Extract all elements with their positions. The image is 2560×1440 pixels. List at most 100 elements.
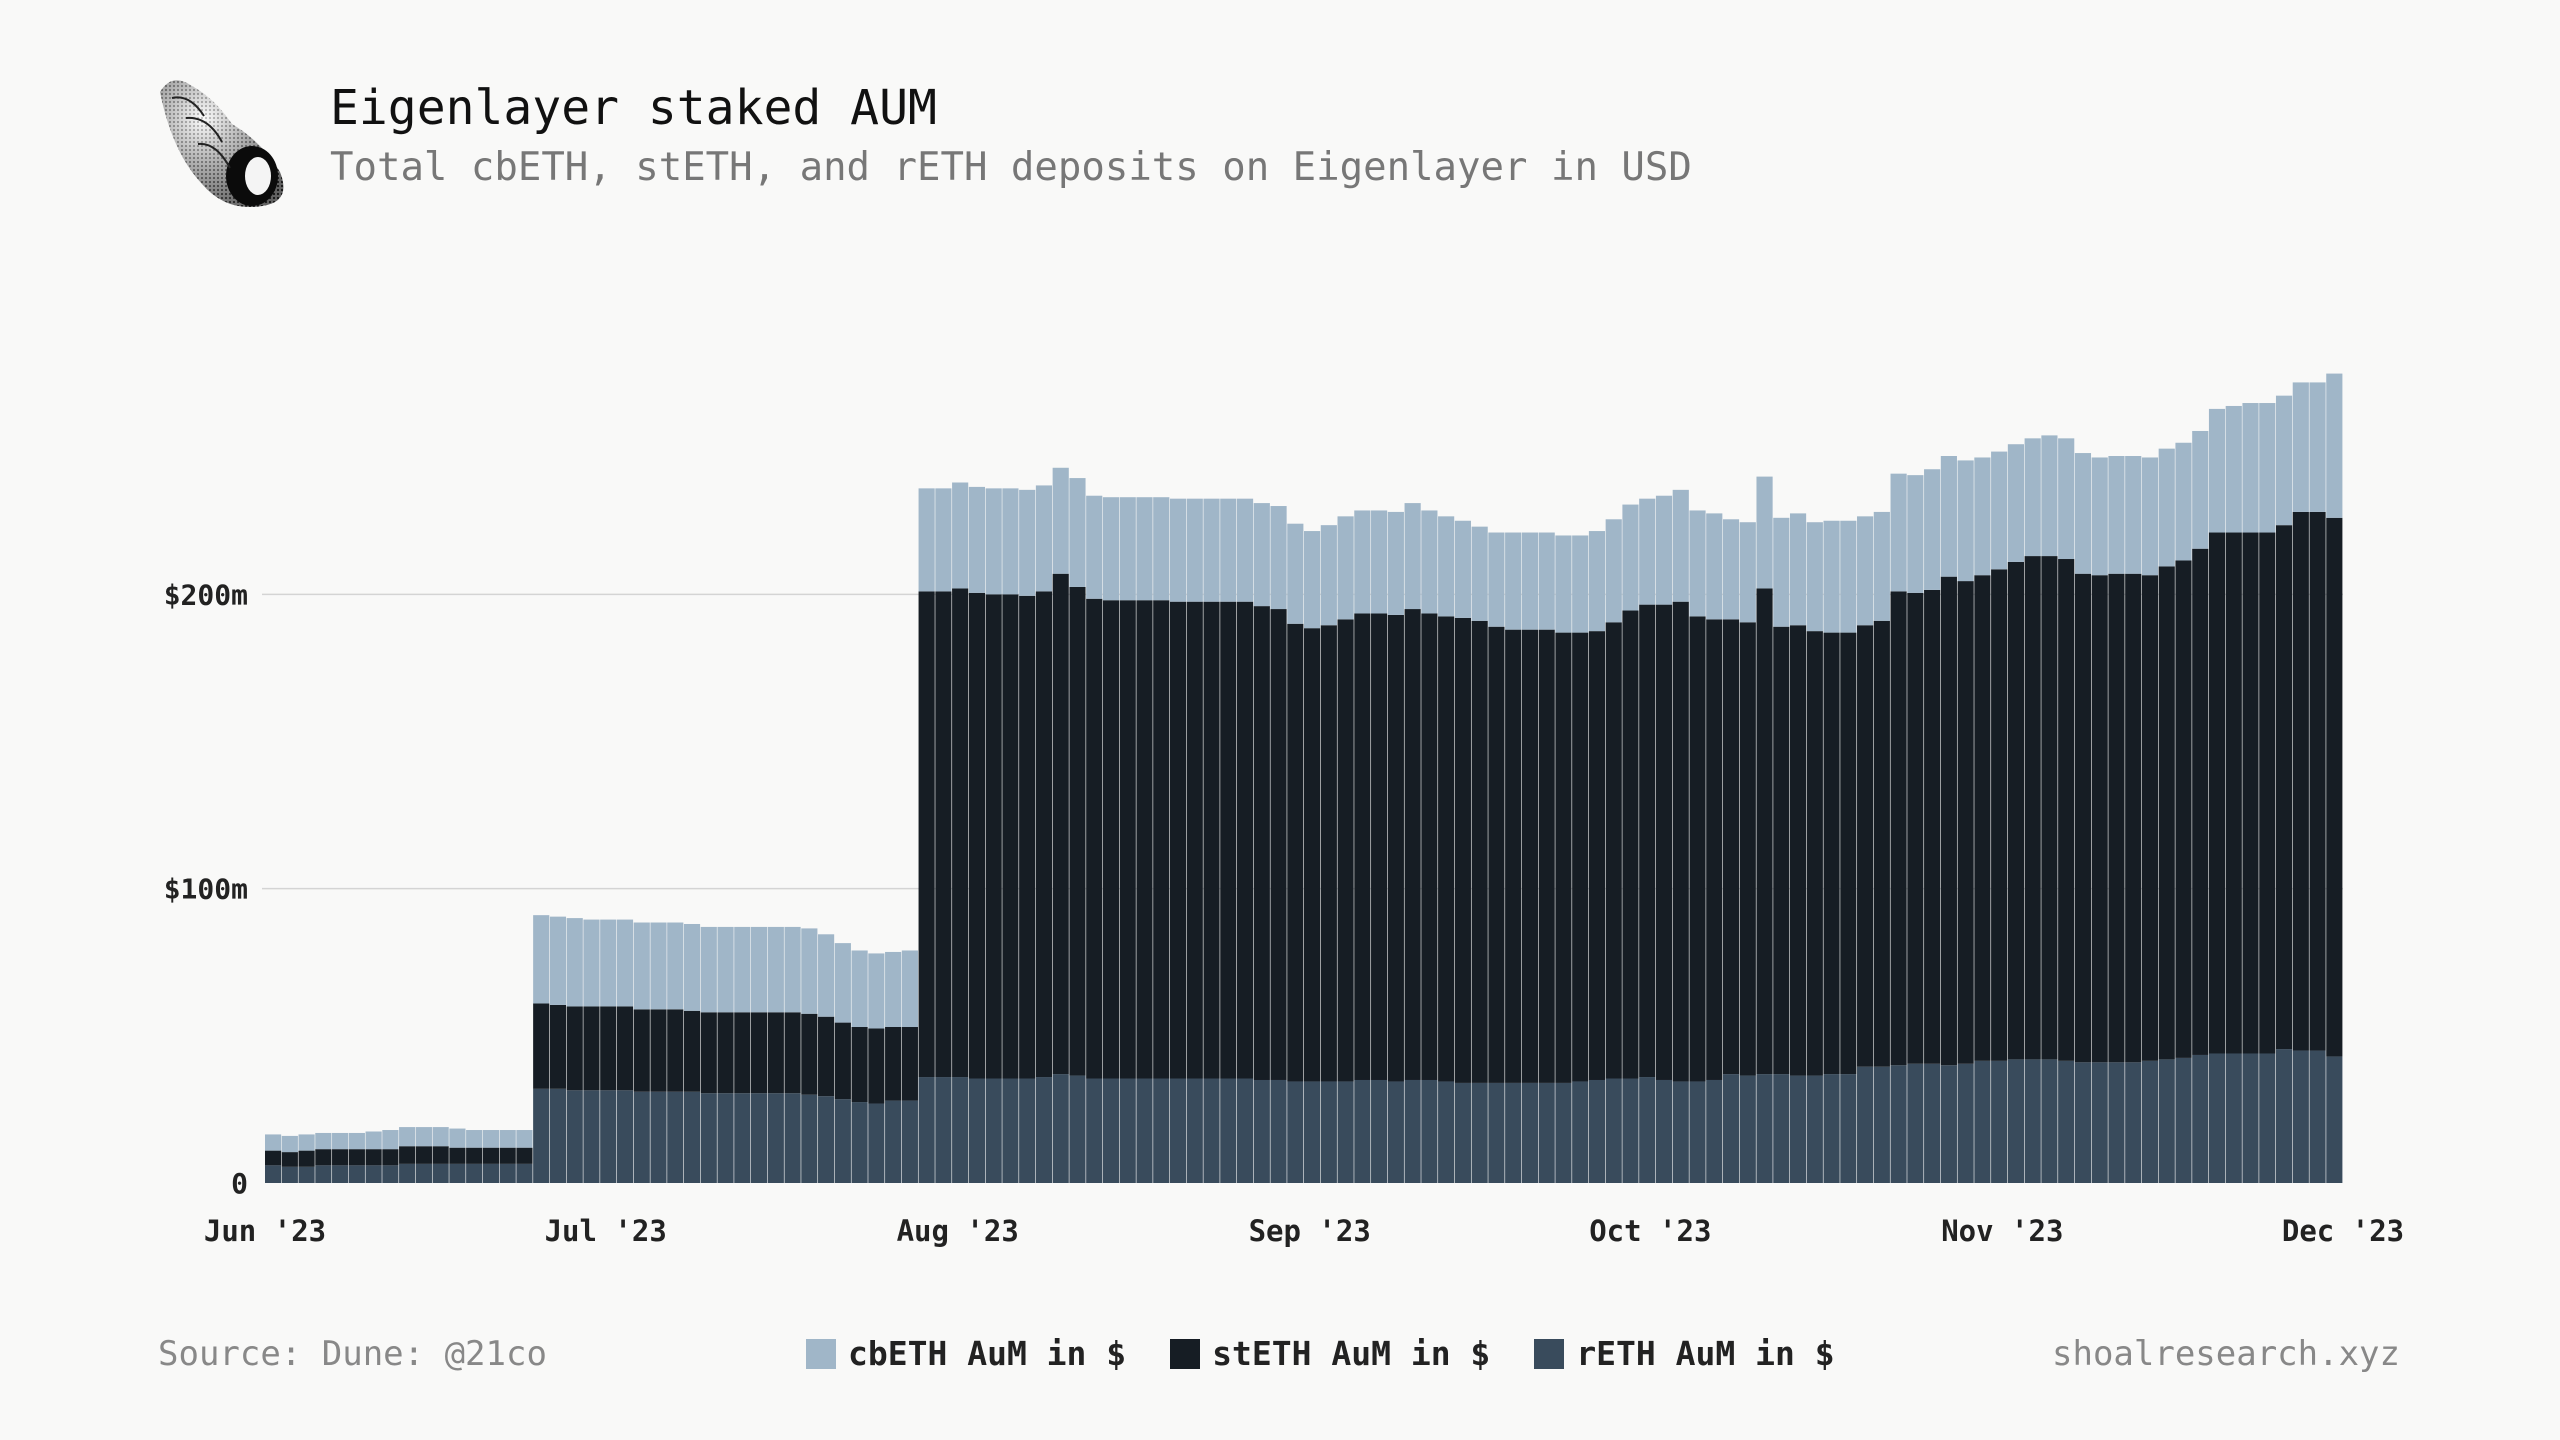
bar-segment-1-67 xyxy=(1387,614,1404,1082)
bar-segment-2-110 xyxy=(2108,456,2125,574)
bar-segment-2-74 xyxy=(1505,532,1522,630)
bars xyxy=(265,373,2343,1183)
bar-segment-2-114 xyxy=(2175,442,2192,561)
bar-segment-0-96 xyxy=(1873,1066,1890,1183)
bar-segment-0-109 xyxy=(2091,1062,2108,1183)
bar-segment-2-75 xyxy=(1521,532,1539,630)
bar-segment-0-62 xyxy=(1304,1081,1321,1183)
bar-segment-2-68 xyxy=(1404,503,1421,610)
bar-segment-2-91 xyxy=(1789,513,1807,626)
bar-segment-0-43 xyxy=(985,1078,1002,1183)
bar-segment-1-79 xyxy=(1588,631,1606,1080)
bar-segment-0-19 xyxy=(583,1090,600,1183)
bar-segment-1-6 xyxy=(365,1149,382,1166)
bar-segment-2-93 xyxy=(1823,520,1840,633)
bar-segment-2-53 xyxy=(1153,497,1170,601)
bar-segment-1-97 xyxy=(1890,591,1907,1066)
bar-segment-1-57 xyxy=(1220,601,1237,1079)
bar-segment-2-63 xyxy=(1320,525,1337,626)
bar-segment-0-119 xyxy=(2259,1053,2276,1183)
source-note: Source: Dune: @21co xyxy=(158,1334,547,1374)
bar-segment-2-81 xyxy=(1622,504,1639,611)
legend-item-cbeth: cbETH AuM in $ xyxy=(806,1334,1126,1373)
bar-segment-1-116 xyxy=(2208,532,2226,1054)
bar-segment-1-72 xyxy=(1471,620,1488,1083)
legend-item-reth: rETH AuM in $ xyxy=(1534,1334,1835,1373)
bar-segment-2-31 xyxy=(784,926,801,1013)
bar-segment-0-59 xyxy=(1253,1079,1270,1183)
bar-segment-0-1 xyxy=(281,1166,298,1183)
bar-segment-0-100 xyxy=(1940,1065,1957,1183)
legend-swatch-reth xyxy=(1534,1338,1565,1369)
bar-segment-1-106 xyxy=(2041,556,2058,1060)
bar-segment-2-123 xyxy=(2326,373,2343,518)
bar-segment-2-108 xyxy=(2074,453,2092,574)
bar-segment-0-102 xyxy=(1974,1060,1991,1183)
bar-segment-2-50 xyxy=(1102,497,1120,601)
bar-segment-1-36 xyxy=(868,1028,885,1104)
seashell-logo xyxy=(152,72,302,212)
bar-segment-2-56 xyxy=(1203,498,1220,602)
bar-segment-0-65 xyxy=(1354,1079,1371,1183)
bar-segment-0-92 xyxy=(1806,1075,1823,1183)
bar-segment-0-87 xyxy=(1722,1074,1740,1183)
legend-label-steth: stETH AuM in $ xyxy=(1212,1334,1491,1373)
legend-item-steth: stETH AuM in $ xyxy=(1170,1334,1490,1373)
bar-segment-2-49 xyxy=(1086,495,1103,599)
bar-segment-0-0 xyxy=(265,1165,282,1183)
bar-segment-1-92 xyxy=(1806,631,1823,1076)
bar-segment-0-123 xyxy=(2326,1056,2343,1183)
bar-segment-2-80 xyxy=(1605,519,1622,623)
bar-segment-0-38 xyxy=(901,1100,918,1183)
bar-segment-2-28 xyxy=(734,926,751,1013)
bar-segment-0-105 xyxy=(2024,1059,2041,1183)
bar-segment-0-9 xyxy=(415,1163,432,1183)
bar-segment-2-23 xyxy=(650,922,667,1010)
bar-segment-1-63 xyxy=(1320,625,1337,1082)
bar-segment-1-25 xyxy=(683,1010,701,1092)
bar-segment-0-99 xyxy=(1924,1063,1941,1183)
bar-segment-1-38 xyxy=(901,1027,918,1101)
bar-segment-2-26 xyxy=(700,926,717,1013)
bar-segment-0-4 xyxy=(332,1165,349,1183)
bar-segment-2-79 xyxy=(1588,531,1606,632)
bar-segment-1-71 xyxy=(1454,617,1471,1083)
bar-segment-0-78 xyxy=(1572,1081,1589,1183)
bar-segment-0-35 xyxy=(851,1102,868,1183)
legend-label-reth: rETH AuM in $ xyxy=(1576,1334,1835,1373)
y-tick-label: $100m xyxy=(164,873,248,906)
bar-segment-2-106 xyxy=(2041,435,2058,557)
bar-segment-2-2 xyxy=(298,1134,315,1151)
bar-segment-1-99 xyxy=(1924,589,1941,1064)
bar-segment-0-55 xyxy=(1186,1078,1203,1183)
bar-segment-1-13 xyxy=(482,1147,500,1164)
bar-segment-2-65 xyxy=(1354,510,1371,614)
bar-segment-2-90 xyxy=(1773,517,1790,627)
bar-segment-2-15 xyxy=(516,1130,533,1148)
bar-segment-1-39 xyxy=(918,591,935,1078)
bar-segment-1-10 xyxy=(432,1146,449,1164)
bar-segment-1-55 xyxy=(1186,601,1203,1079)
bar-segment-0-103 xyxy=(1991,1060,2008,1183)
bar-segment-2-102 xyxy=(1974,457,1991,576)
bar-segment-0-88 xyxy=(1739,1075,1756,1183)
bar-segment-0-63 xyxy=(1320,1081,1337,1183)
bar-segment-2-29 xyxy=(750,926,768,1013)
bar-segment-2-105 xyxy=(2024,438,2041,557)
bar-segment-1-87 xyxy=(1722,619,1740,1075)
bar-segment-1-80 xyxy=(1605,622,1622,1079)
bar-segment-1-75 xyxy=(1521,629,1539,1083)
bar-segment-0-51 xyxy=(1119,1078,1136,1183)
bar-segment-2-51 xyxy=(1119,497,1136,601)
bar-segment-2-37 xyxy=(885,951,902,1027)
bar-segment-0-80 xyxy=(1605,1078,1622,1183)
bar-segment-1-30 xyxy=(767,1012,784,1094)
bar-segment-0-77 xyxy=(1555,1082,1572,1183)
bar-segment-1-35 xyxy=(851,1027,868,1103)
bar-segment-1-22 xyxy=(633,1009,650,1092)
bar-segment-1-119 xyxy=(2259,532,2276,1054)
bar-segment-1-89 xyxy=(1756,588,1773,1075)
bar-segment-0-120 xyxy=(2275,1049,2293,1183)
bar-segment-1-26 xyxy=(700,1012,717,1094)
